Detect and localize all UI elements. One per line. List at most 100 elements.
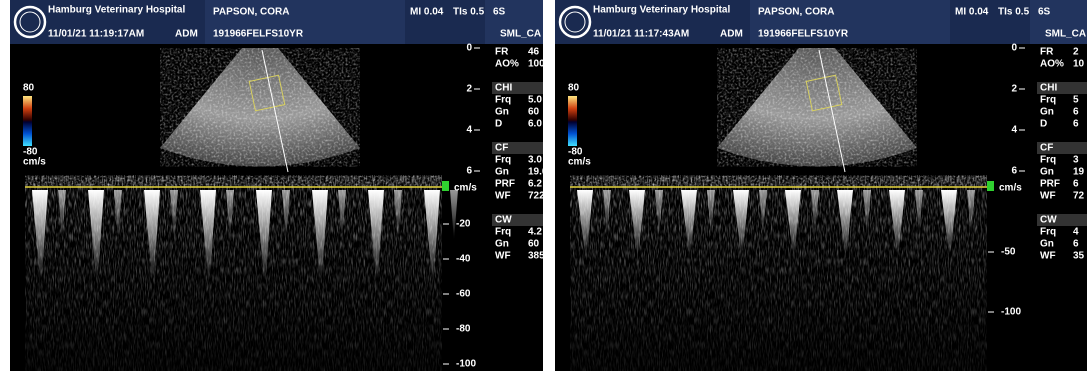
cursor-line — [261, 49, 289, 173]
param-value: 6 — [1073, 107, 1079, 118]
spectral-peak — [58, 190, 66, 240]
spectral-peak — [170, 190, 178, 240]
baseline-marker — [442, 181, 449, 191]
hospital-name: Hamburg Veterinary Hospital — [48, 5, 185, 16]
param-section-label: CF — [495, 143, 508, 154]
b-mode-texture — [160, 48, 360, 167]
ge-logo-inner — [564, 11, 586, 33]
spectral-peak — [88, 190, 104, 280]
probe: SML_CA — [1045, 29, 1086, 40]
param-label: WF — [1040, 191, 1056, 202]
param-value: 60 — [528, 107, 540, 118]
param-label: Gn — [495, 107, 509, 118]
spectral-peak — [32, 190, 48, 280]
param-label: Gn — [495, 239, 509, 250]
param-label: AO% — [1040, 59, 1064, 70]
param-section-label: CF — [1040, 143, 1053, 154]
param-label: WF — [495, 191, 511, 202]
param-label: Gn — [1040, 107, 1054, 118]
velocity-tick-label: -80 — [456, 324, 471, 335]
param-section — [1037, 214, 1087, 226]
color-scale-max: 80 — [23, 83, 35, 94]
depth-tick-label: 4 — [1011, 125, 1017, 136]
b-mode-texture — [717, 48, 917, 167]
baseline-marker — [987, 181, 994, 191]
param-label: Gn — [1040, 239, 1054, 250]
param-value: 19 — [1073, 167, 1085, 178]
velocity-tick-label: -100 — [456, 359, 476, 370]
spectral-peak — [282, 190, 290, 240]
param-label: WF — [1040, 251, 1056, 262]
exam-datetime: 11/01/21 11:17:43AM — [593, 29, 689, 40]
param-value: 60 — [528, 239, 540, 250]
velocity-tick-label: -60 — [456, 289, 471, 300]
ge-logo — [13, 5, 47, 39]
header-cell — [485, 0, 543, 44]
param-value: 100 — [528, 59, 545, 70]
velocity-tick-label: -100 — [1001, 307, 1021, 318]
spectral-peak — [733, 190, 749, 255]
param-value: 3.0 — [528, 155, 542, 166]
spectral-peak — [629, 190, 645, 255]
color-bar — [23, 96, 32, 146]
preset: 6S — [1038, 7, 1051, 18]
color-scale-min: -80 — [568, 147, 583, 158]
color-box — [248, 74, 286, 112]
spectral-peak — [394, 190, 402, 240]
spectral-peak — [811, 190, 819, 235]
param-value: 35 — [1073, 251, 1085, 262]
doppler-spectrum — [25, 175, 458, 371]
param-value: 6.0 — [528, 119, 542, 130]
depth-tick-label: 6 — [466, 166, 472, 177]
color-box — [805, 74, 843, 112]
spectral-peak — [863, 190, 871, 235]
depth-tick-label: 4 — [466, 125, 472, 136]
header-cell — [750, 0, 950, 44]
spectral-peak — [424, 190, 440, 280]
patient-id: 191966FELFS10YR — [758, 29, 849, 40]
cursor-line — [818, 49, 846, 173]
param-label: PRF — [495, 179, 515, 190]
param-value: 72 — [1073, 191, 1085, 202]
param-section — [492, 142, 543, 154]
spectral-peak — [450, 190, 458, 240]
spectral-peak — [941, 190, 957, 255]
velocity-tick-label: -40 — [456, 254, 471, 265]
mechanical-index: MI 0.04 — [410, 7, 444, 18]
spectral-peak — [200, 190, 216, 280]
spectral-peak — [577, 190, 593, 255]
depth-tick-label: 0 — [1011, 43, 1017, 54]
param-value: 10 — [1073, 59, 1085, 70]
spectral-peak — [681, 190, 697, 255]
spectral-peak — [368, 190, 384, 280]
spectrum-top-band — [25, 176, 442, 186]
param-label: Gn — [1040, 167, 1054, 178]
ge-logo-inner — [19, 11, 41, 33]
color-scale-unit: cm/s — [568, 157, 591, 168]
exam-datetime: 11/01/21 11:19:17AM — [48, 29, 144, 40]
spectral-peak — [312, 190, 328, 280]
spectral-peak — [967, 190, 975, 235]
spectral-peak — [226, 190, 234, 240]
operator: ADM — [720, 29, 743, 40]
spectrum-top-band — [570, 176, 987, 186]
param-label: D — [495, 119, 502, 130]
spectral-peak — [707, 190, 715, 235]
param-label: Frq — [495, 227, 511, 238]
param-value: 2 — [1073, 47, 1079, 58]
param-value: 6 — [1073, 179, 1079, 190]
param-section — [492, 214, 543, 226]
thermal-index: TIs 0.5 — [998, 7, 1030, 18]
spectral-peak — [889, 190, 905, 255]
spectral-peak — [144, 190, 160, 280]
param-section — [1037, 82, 1087, 94]
depth-tick-label: 2 — [1011, 84, 1017, 95]
color-bar — [568, 96, 577, 146]
thermal-index: TIs 0.5 — [453, 7, 485, 18]
color-scale-unit: cm/s — [23, 157, 46, 168]
spectral-peak — [759, 190, 767, 235]
param-section-label: CHI — [495, 83, 512, 94]
param-label: Gn — [495, 167, 509, 178]
param-label: Frq — [1040, 227, 1056, 238]
